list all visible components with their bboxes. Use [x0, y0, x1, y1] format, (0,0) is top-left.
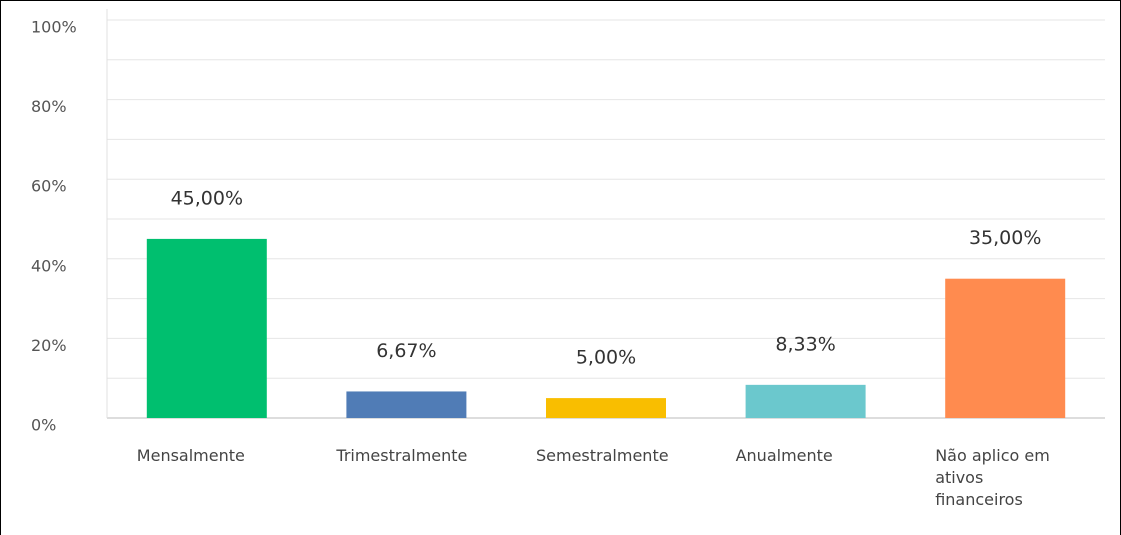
y-tick-label: 20% — [31, 336, 67, 355]
bar — [546, 398, 666, 418]
y-tick-label: 80% — [31, 97, 67, 116]
x-tick-label: Semestralmente — [536, 446, 669, 465]
y-tick-label: 100% — [31, 18, 77, 37]
x-tick-label: Não aplico em ativos financeiros — [935, 446, 1050, 509]
bar — [146, 238, 267, 418]
bar — [745, 384, 866, 418]
bar — [346, 391, 467, 418]
y-tick-label: 40% — [31, 256, 67, 275]
x-tick-label: Trimestralmente — [336, 446, 468, 465]
x-tick-label: Anualmente — [735, 446, 833, 465]
bar — [945, 278, 1066, 418]
y-tick-label: 0% — [31, 416, 56, 435]
value-label: 6,67% — [376, 340, 436, 362]
value-label: 8,33% — [775, 333, 835, 355]
value-label: 35,00% — [969, 227, 1041, 249]
y-tick-label: 60% — [31, 177, 67, 196]
value-label: 45,00% — [171, 187, 243, 209]
x-tick-label: Mensalmente — [136, 446, 245, 465]
value-label: 5,00% — [576, 347, 636, 369]
